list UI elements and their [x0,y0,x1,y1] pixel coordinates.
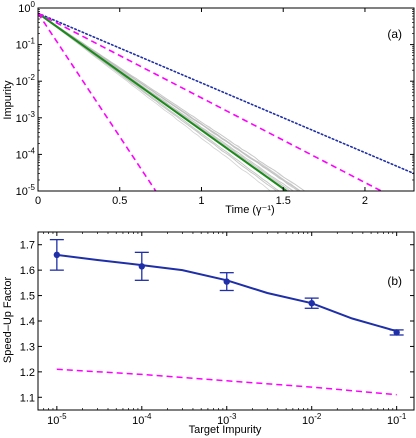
y-tick-label-a: 10-2 [16,73,36,88]
y-tick-label-a: 10-1 [16,37,36,52]
trajectory-line [38,12,302,191]
data-point [223,278,230,285]
ticks-b: 10-5 10-4 10-3 10-2 10-1 1.1 1.2 1.3 1.4 1.5 1.6 1.… [20,232,414,427]
series-line-b-0 [56,253,397,333]
series-line-3 [38,12,384,191]
series-line-0 [38,12,289,191]
data-point [138,263,145,270]
trajectory-band [38,12,306,191]
y-tick-label-b: 1.4 [20,316,35,328]
data-point [53,251,61,259]
series-group-a [38,12,414,191]
x-tick-label-a: 1.5 [276,195,291,207]
y-tick-label-b: 1.6 [20,265,35,277]
data-point [393,329,400,336]
trajectory-line [38,12,306,191]
panel-label-a: (a) [387,27,402,41]
y-tick-label-a: 10-5 [16,183,36,198]
y-tick-label-a: 10-4 [16,146,36,161]
y-tick-label-b: 1.5 [20,291,35,303]
y-tick-label-b: 1.2 [20,367,35,379]
y-axis-title-b: Speed–Up Factor [2,277,14,364]
x-tick-label-b: 10-3 [217,412,237,427]
x-axis-title-b: Target Impurity [189,424,262,436]
plot-frame-a [37,7,415,192]
x-axis-title-a: Time (γ⁻¹) [225,204,274,216]
data-point [308,300,315,307]
x-tick-label-b: 10-1 [387,412,407,427]
y-axis-title-a: Impurity [2,80,14,120]
trajectory-line [38,12,271,191]
y-tick-label-b: 1.7 [20,240,35,252]
y-tick-label-b: 1.3 [20,341,35,353]
x-tick-label-a: 1 [198,195,204,207]
series-line-2 [38,12,157,191]
x-tick-label-a: 0 [35,195,41,207]
x-tick-label-a: 2 [362,195,368,207]
series-line-1 [38,12,414,175]
y-tick-label-a: 100 [18,0,35,15]
x-tick-label-b: 10-5 [47,412,67,427]
y-tick-label-b: 1.1 [20,392,35,404]
ticks-a: 0 0.5 1 1.5 2 100 10-1 10-2 10-3 10-4 10-5 [16,0,414,207]
panel-b: 10-5 10-4 10-3 10-2 10-1 1.1 1.2 1.3 1.4 1.5 1.6 1.… [2,231,415,436]
panel-a: 0 0.5 1 1.5 2 100 10-1 10-2 10-3 10-4 10-5 (a) Tim… [2,0,415,216]
panel-label-b: (b) [387,274,402,288]
x-tick-label-b: 10-2 [302,412,322,427]
series-line-b-2 [56,368,397,396]
series-group-b [49,238,404,396]
y-tick-label-a: 10-3 [16,110,36,125]
x-tick-label-a: 0.5 [112,195,127,207]
trajectory-line [38,12,278,191]
x-tick-label-b: 10-4 [132,412,152,427]
